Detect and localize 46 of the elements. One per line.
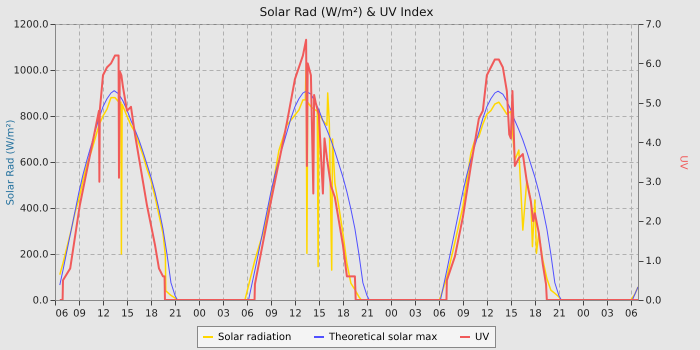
x-tick-label: 09 <box>265 308 278 320</box>
y2-tick-label: 4.0 <box>646 138 662 149</box>
chart-title: Solar Rad (W/m²) & UV Index <box>260 5 434 19</box>
x-tick-label: 15 <box>313 308 326 320</box>
x-tick-label: 18 <box>145 308 158 320</box>
x-tick-label: 18 <box>528 308 542 320</box>
x-tick-label: 06 <box>433 308 446 320</box>
x-tick-label: 18 <box>337 308 350 320</box>
y2-tick-label: 0.0 <box>646 296 662 306</box>
y-tick-label: 600.0 <box>20 158 48 168</box>
legend-label: UV <box>475 332 490 343</box>
x-tick-label: 21 <box>169 308 182 320</box>
x-tick-label: 03 <box>217 308 230 320</box>
x-tick-label: 12 <box>97 308 110 320</box>
x-tick-label: 15 <box>121 308 134 320</box>
x-tick-label: 06 <box>56 308 68 320</box>
legend-label: Theoretical solar max <box>328 332 438 343</box>
y-tick-label: 800.0 <box>20 112 48 122</box>
y-tick-label: 0.0 <box>32 296 48 306</box>
x-tick-label: 15 <box>504 308 518 320</box>
y2-tick-label: 5.0 <box>646 98 662 110</box>
x-tick-label: 21 <box>552 308 566 320</box>
x-tick-label: 00 <box>576 308 590 320</box>
x-tick-label: 00 <box>385 308 398 320</box>
x-tick-label: 06 <box>241 308 254 320</box>
x-tick-label: 00 <box>193 308 206 320</box>
y2-tick-label: 1.0 <box>646 256 662 268</box>
x-tick-label: 03 <box>600 308 614 320</box>
x-tick-label: 03 <box>409 308 422 320</box>
y2-tick-label: 3.0 <box>646 177 662 188</box>
x-tick-label: 06 <box>624 308 638 320</box>
y2-tick-label: 7.0 <box>646 20 662 30</box>
x-tick-label: 21 <box>361 308 374 320</box>
y-tick-label: 1200.0 <box>14 20 48 30</box>
y-axis-title: Solar Rad (W/m²) <box>6 119 16 206</box>
y2-tick-label: 6.0 <box>646 58 662 70</box>
x-tick-label: 09 <box>73 308 86 320</box>
x-tick-label: 12 <box>289 308 302 320</box>
x-tick-label: 09 <box>456 308 470 320</box>
x-tick-label: 12 <box>480 308 494 320</box>
y-tick-label: 400.0 <box>20 204 48 214</box>
legend-label: Solar radiation <box>218 332 292 343</box>
y-tick-label: 1000.0 <box>14 66 48 76</box>
y-tick-label: 200.0 <box>20 250 48 260</box>
y2-tick-label: 2.0 <box>646 216 662 228</box>
y2-axis-title: UV <box>678 155 688 170</box>
